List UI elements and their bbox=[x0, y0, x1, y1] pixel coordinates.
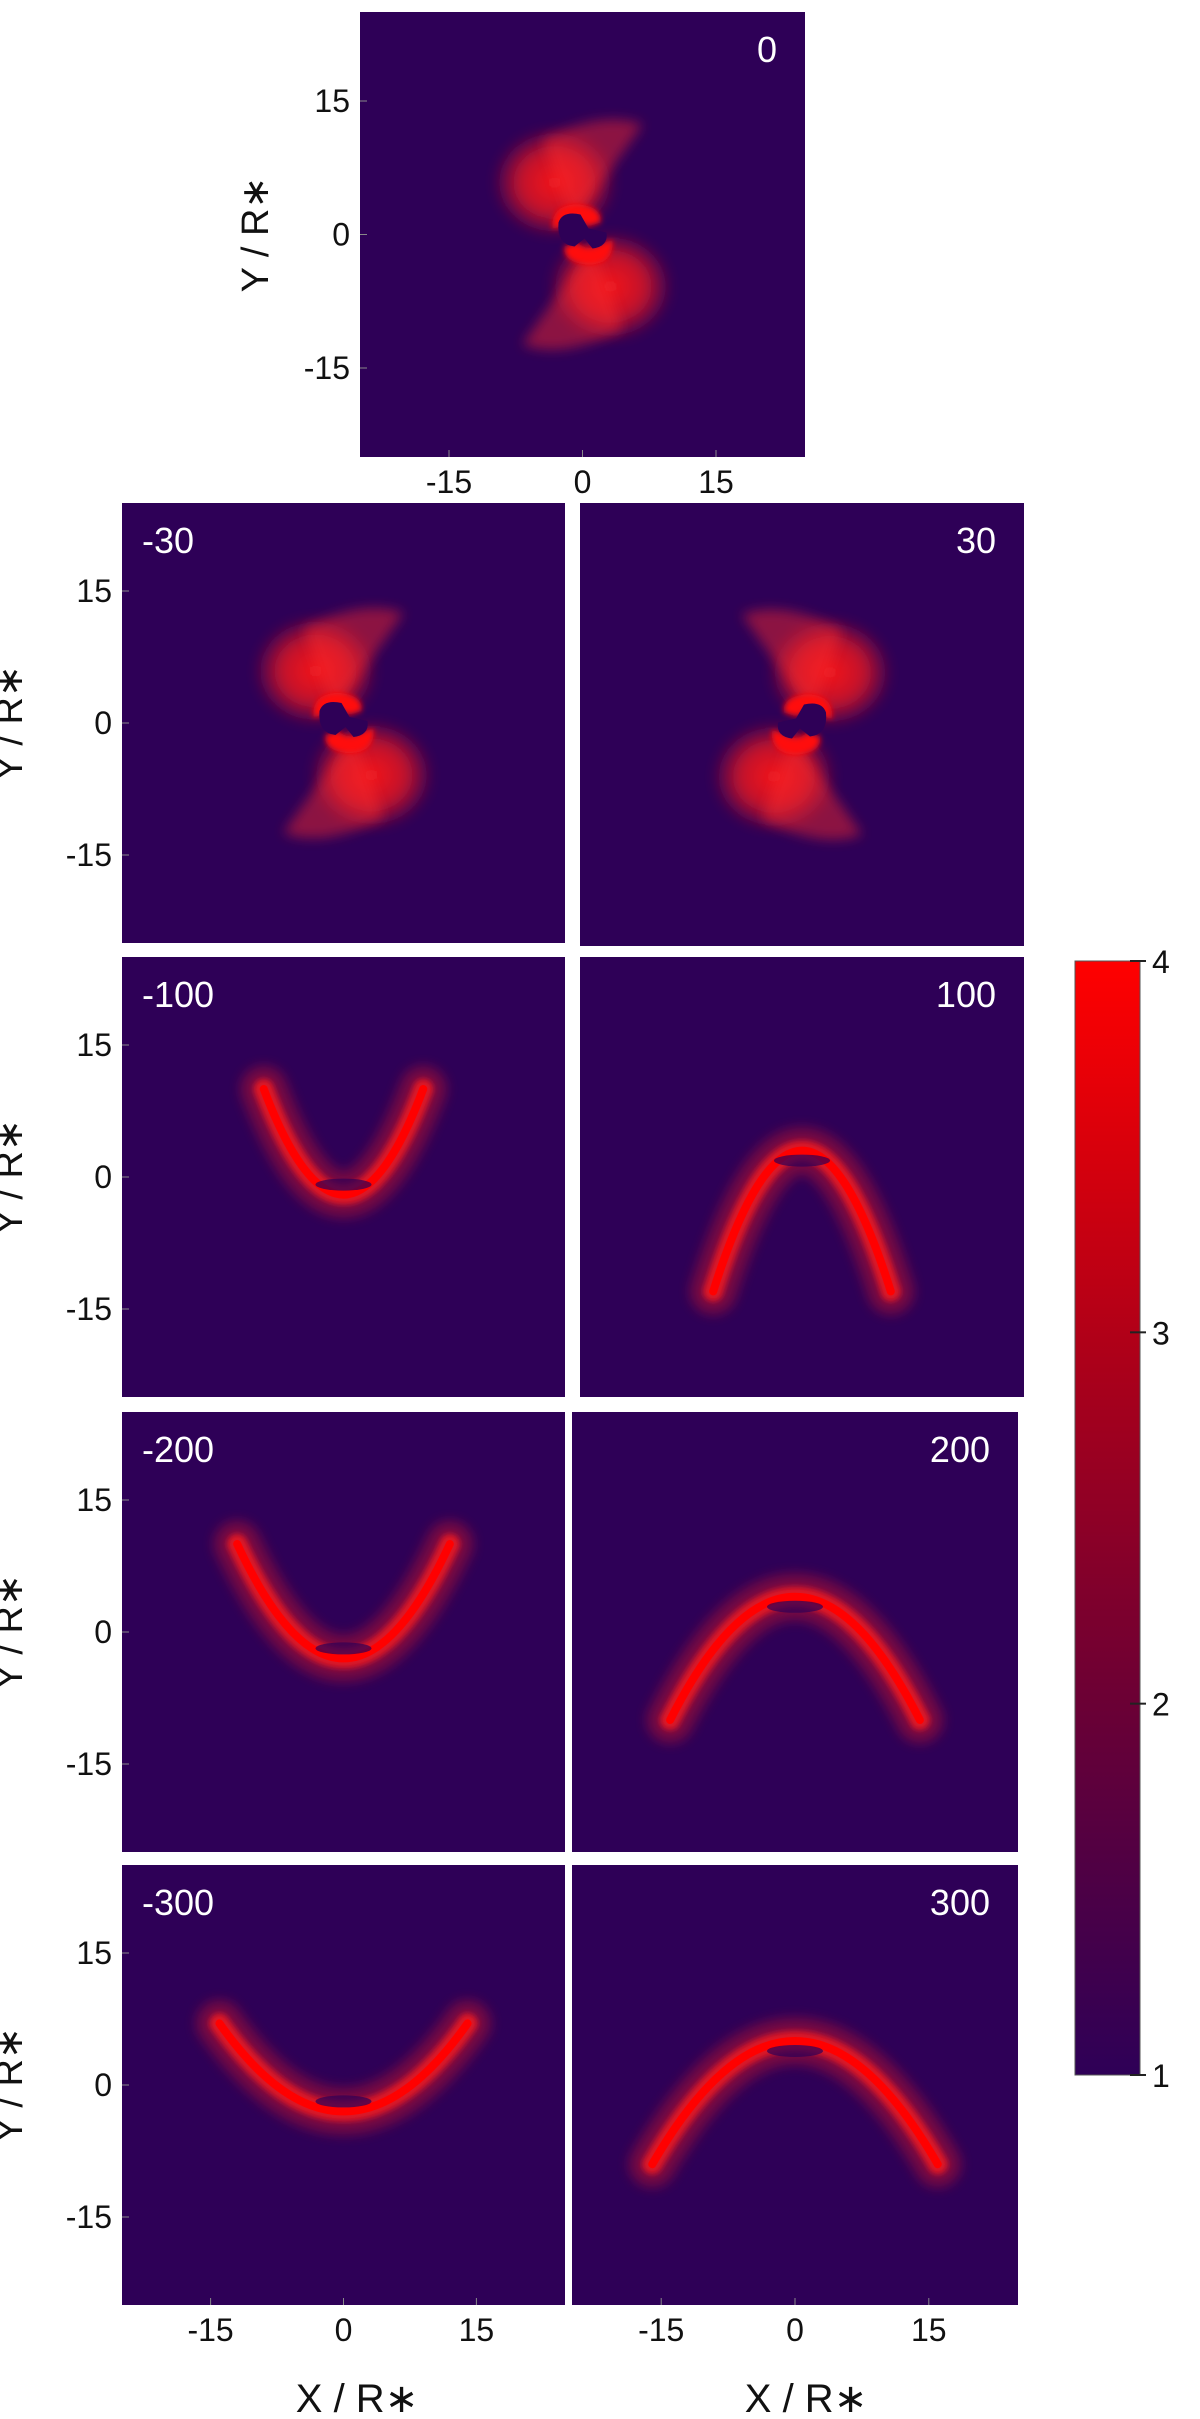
y-axis-label: Y / R∗ bbox=[0, 665, 31, 781]
colorbar-tick-label: 2 bbox=[1152, 1687, 1170, 1723]
panel--30: -30 15 0 -15 Y / R∗ bbox=[0, 503, 565, 943]
emission-fan bbox=[522, 244, 623, 350]
emission-ridge bbox=[259, 1085, 428, 1199]
panel-label: -100 bbox=[142, 974, 214, 1015]
panel-label: 300 bbox=[930, 1882, 990, 1923]
emission-fan bbox=[283, 733, 384, 838]
emission-structure bbox=[629, 2018, 961, 2188]
apex-cavity bbox=[315, 1642, 372, 1655]
central-cavity bbox=[777, 703, 827, 739]
panel-background bbox=[572, 1865, 1018, 2305]
x-axis-label-left: X / R∗ bbox=[296, 2377, 418, 2419]
colorbar-tick-label: 1 bbox=[1152, 2058, 1170, 2094]
y-tick-label: 0 bbox=[94, 705, 112, 741]
x-tick-label: 15 bbox=[459, 2312, 495, 2348]
panel-label: 100 bbox=[936, 974, 996, 1015]
panel-label: -300 bbox=[142, 1882, 214, 1923]
emission-fan bbox=[762, 734, 862, 840]
y-axis-label: Y / R∗ bbox=[235, 177, 277, 293]
y-tick-label: -15 bbox=[66, 1746, 112, 1782]
x-tick-label: 0 bbox=[786, 2312, 804, 2348]
x-tick-label: 15 bbox=[911, 2312, 947, 2348]
emission-structure bbox=[240, 1066, 447, 1218]
y-tick-label: 0 bbox=[94, 1159, 112, 1195]
panel-label: 0 bbox=[757, 29, 777, 70]
x-axis-label-right: X / R∗ bbox=[745, 2377, 867, 2419]
y-axis-label: Y / R∗ bbox=[0, 1119, 31, 1235]
emission-ridge bbox=[648, 2037, 942, 2169]
apex-cavity bbox=[774, 1154, 830, 1167]
apex-cavity bbox=[315, 1178, 372, 1191]
y-tick-label: 15 bbox=[314, 83, 350, 119]
panel-background bbox=[122, 1865, 565, 2305]
panel-label: -30 bbox=[142, 520, 194, 561]
panel-0: 0 15 0 -15 Y / R∗ -15 0 15 bbox=[235, 12, 805, 500]
colorbar-tick-label: 4 bbox=[1152, 944, 1170, 980]
panel-30: 30 bbox=[580, 503, 1024, 946]
y-axis-label: Y / R∗ bbox=[0, 1574, 31, 1690]
y-tick-label: 15 bbox=[76, 1935, 112, 1971]
y-axis-label: Y / R∗ bbox=[0, 2027, 31, 2143]
y-tick-label: -15 bbox=[66, 1291, 112, 1327]
y-tick-label: 0 bbox=[94, 1614, 112, 1650]
central-cavity bbox=[319, 702, 368, 737]
emission-structure bbox=[712, 609, 892, 840]
emission-structure bbox=[492, 119, 673, 350]
emission-structure bbox=[214, 1521, 473, 1682]
y-tick-label: -15 bbox=[66, 2199, 112, 2235]
x-tick-label: -15 bbox=[638, 2312, 684, 2348]
central-cavity bbox=[558, 213, 607, 249]
emission-structure bbox=[647, 1573, 943, 1743]
y-tick-label: 0 bbox=[94, 2067, 112, 2103]
emission-fan bbox=[542, 119, 643, 225]
panel-background bbox=[122, 1412, 565, 1852]
x-tick-label: 15 bbox=[698, 464, 734, 500]
panel-label: -200 bbox=[142, 1429, 214, 1470]
apex-cavity bbox=[767, 2045, 823, 2057]
panel--300: -300 15 0 -15 Y / R∗ -15 0 15 bbox=[0, 1865, 565, 2348]
y-tick-label: 15 bbox=[76, 1027, 112, 1063]
x-tick-label: -15 bbox=[187, 2312, 233, 2348]
colorbar-gradient bbox=[1074, 960, 1141, 2076]
emission-structure bbox=[690, 1127, 914, 1315]
panel-background bbox=[572, 1412, 1018, 1852]
panel-100: 100 bbox=[580, 957, 1024, 1397]
panel-200: 200 bbox=[572, 1412, 1018, 1852]
y-tick-label: 15 bbox=[76, 573, 112, 609]
apex-cavity bbox=[315, 2095, 372, 2108]
panel-label: 200 bbox=[930, 1429, 990, 1470]
emission-ridge bbox=[233, 1540, 454, 1663]
emission-structure bbox=[196, 2000, 491, 2135]
y-tick-label: -15 bbox=[66, 837, 112, 873]
x-tick-label: 0 bbox=[574, 464, 592, 500]
emission-ridge bbox=[709, 1146, 895, 1296]
panel-300: 300 -15 0 15 bbox=[572, 1865, 1018, 2348]
panel-background bbox=[580, 957, 1024, 1397]
panel-label: 30 bbox=[956, 520, 996, 561]
emission-ridge bbox=[215, 2019, 472, 2116]
y-tick-label: -15 bbox=[304, 350, 350, 386]
x-tick-label: -15 bbox=[426, 464, 472, 500]
emission-ridge bbox=[666, 1592, 924, 1724]
emission-fan bbox=[742, 609, 842, 715]
emission-fan bbox=[303, 608, 404, 713]
panel--100: -100 15 0 -15 Y / R∗ bbox=[0, 957, 565, 1397]
emission-structure bbox=[253, 608, 434, 838]
apex-cavity bbox=[767, 1600, 823, 1613]
x-tick-label: 0 bbox=[335, 2312, 353, 2348]
y-tick-label: 15 bbox=[76, 1482, 112, 1518]
colorbar: 1 2 3 4 bbox=[1074, 944, 1170, 2094]
y-tick-label: 0 bbox=[332, 217, 350, 253]
colorbar-tick-label: 3 bbox=[1152, 1315, 1170, 1351]
panel--200: -200 15 0 -15 Y / R∗ bbox=[0, 1412, 565, 1852]
